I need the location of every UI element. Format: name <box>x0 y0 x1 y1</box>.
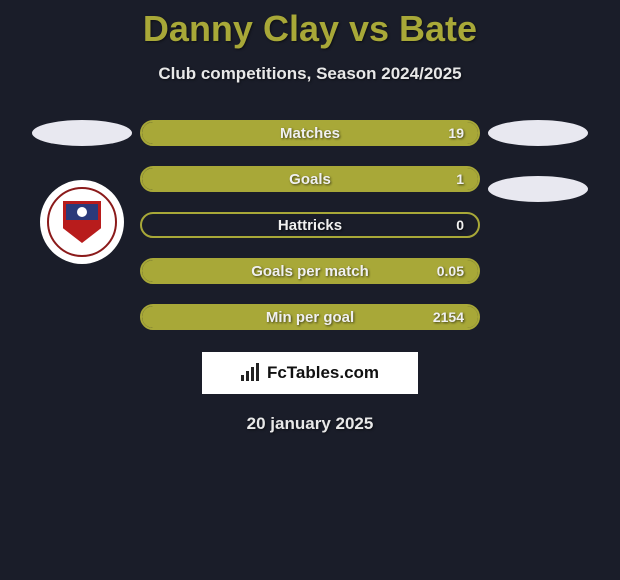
shield-icon <box>63 201 101 243</box>
bars-chart-icon <box>241 365 261 381</box>
stat-value: 2154 <box>433 309 464 325</box>
stat-value: 1 <box>456 171 464 187</box>
stats-column: Matches 19 Goals 1 Hattricks 0 Goals per… <box>140 120 480 330</box>
stat-bar-matches: Matches 19 <box>140 120 480 146</box>
stat-bar-goals: Goals 1 <box>140 166 480 192</box>
brand-watermark: FcTables.com <box>202 352 418 394</box>
comparison-row: Matches 19 Goals 1 Hattricks 0 Goals per… <box>0 120 620 330</box>
stat-label: Min per goal <box>266 309 354 326</box>
footer-date: 20 january 2025 <box>0 414 620 434</box>
stat-value: 19 <box>448 125 464 141</box>
stat-bar-min-per-goal: Min per goal 2154 <box>140 304 480 330</box>
stat-value: 0 <box>456 217 464 233</box>
stat-label: Matches <box>280 125 340 142</box>
stat-label: Goals <box>289 171 331 188</box>
stat-label: Goals per match <box>251 263 369 280</box>
player-name-pill-left <box>32 120 132 146</box>
club-badge-left <box>40 180 124 264</box>
page-subtitle: Club competitions, Season 2024/2025 <box>0 64 620 84</box>
stat-bar-goals-per-match: Goals per match 0.05 <box>140 258 480 284</box>
root: Danny Clay vs Bate Club competitions, Se… <box>0 0 620 434</box>
brand-text: FcTables.com <box>267 363 379 383</box>
stat-label: Hattricks <box>278 217 342 234</box>
club-badge-inner <box>47 187 117 257</box>
player-name-pill-right-2 <box>488 176 588 202</box>
page-title: Danny Clay vs Bate <box>0 8 620 50</box>
ball-icon <box>77 207 87 217</box>
stat-bar-hattricks: Hattricks 0 <box>140 212 480 238</box>
player-name-pill-right-1 <box>488 120 588 146</box>
left-player-col <box>32 120 132 264</box>
right-player-col <box>488 120 588 202</box>
stat-value: 0.05 <box>437 263 464 279</box>
